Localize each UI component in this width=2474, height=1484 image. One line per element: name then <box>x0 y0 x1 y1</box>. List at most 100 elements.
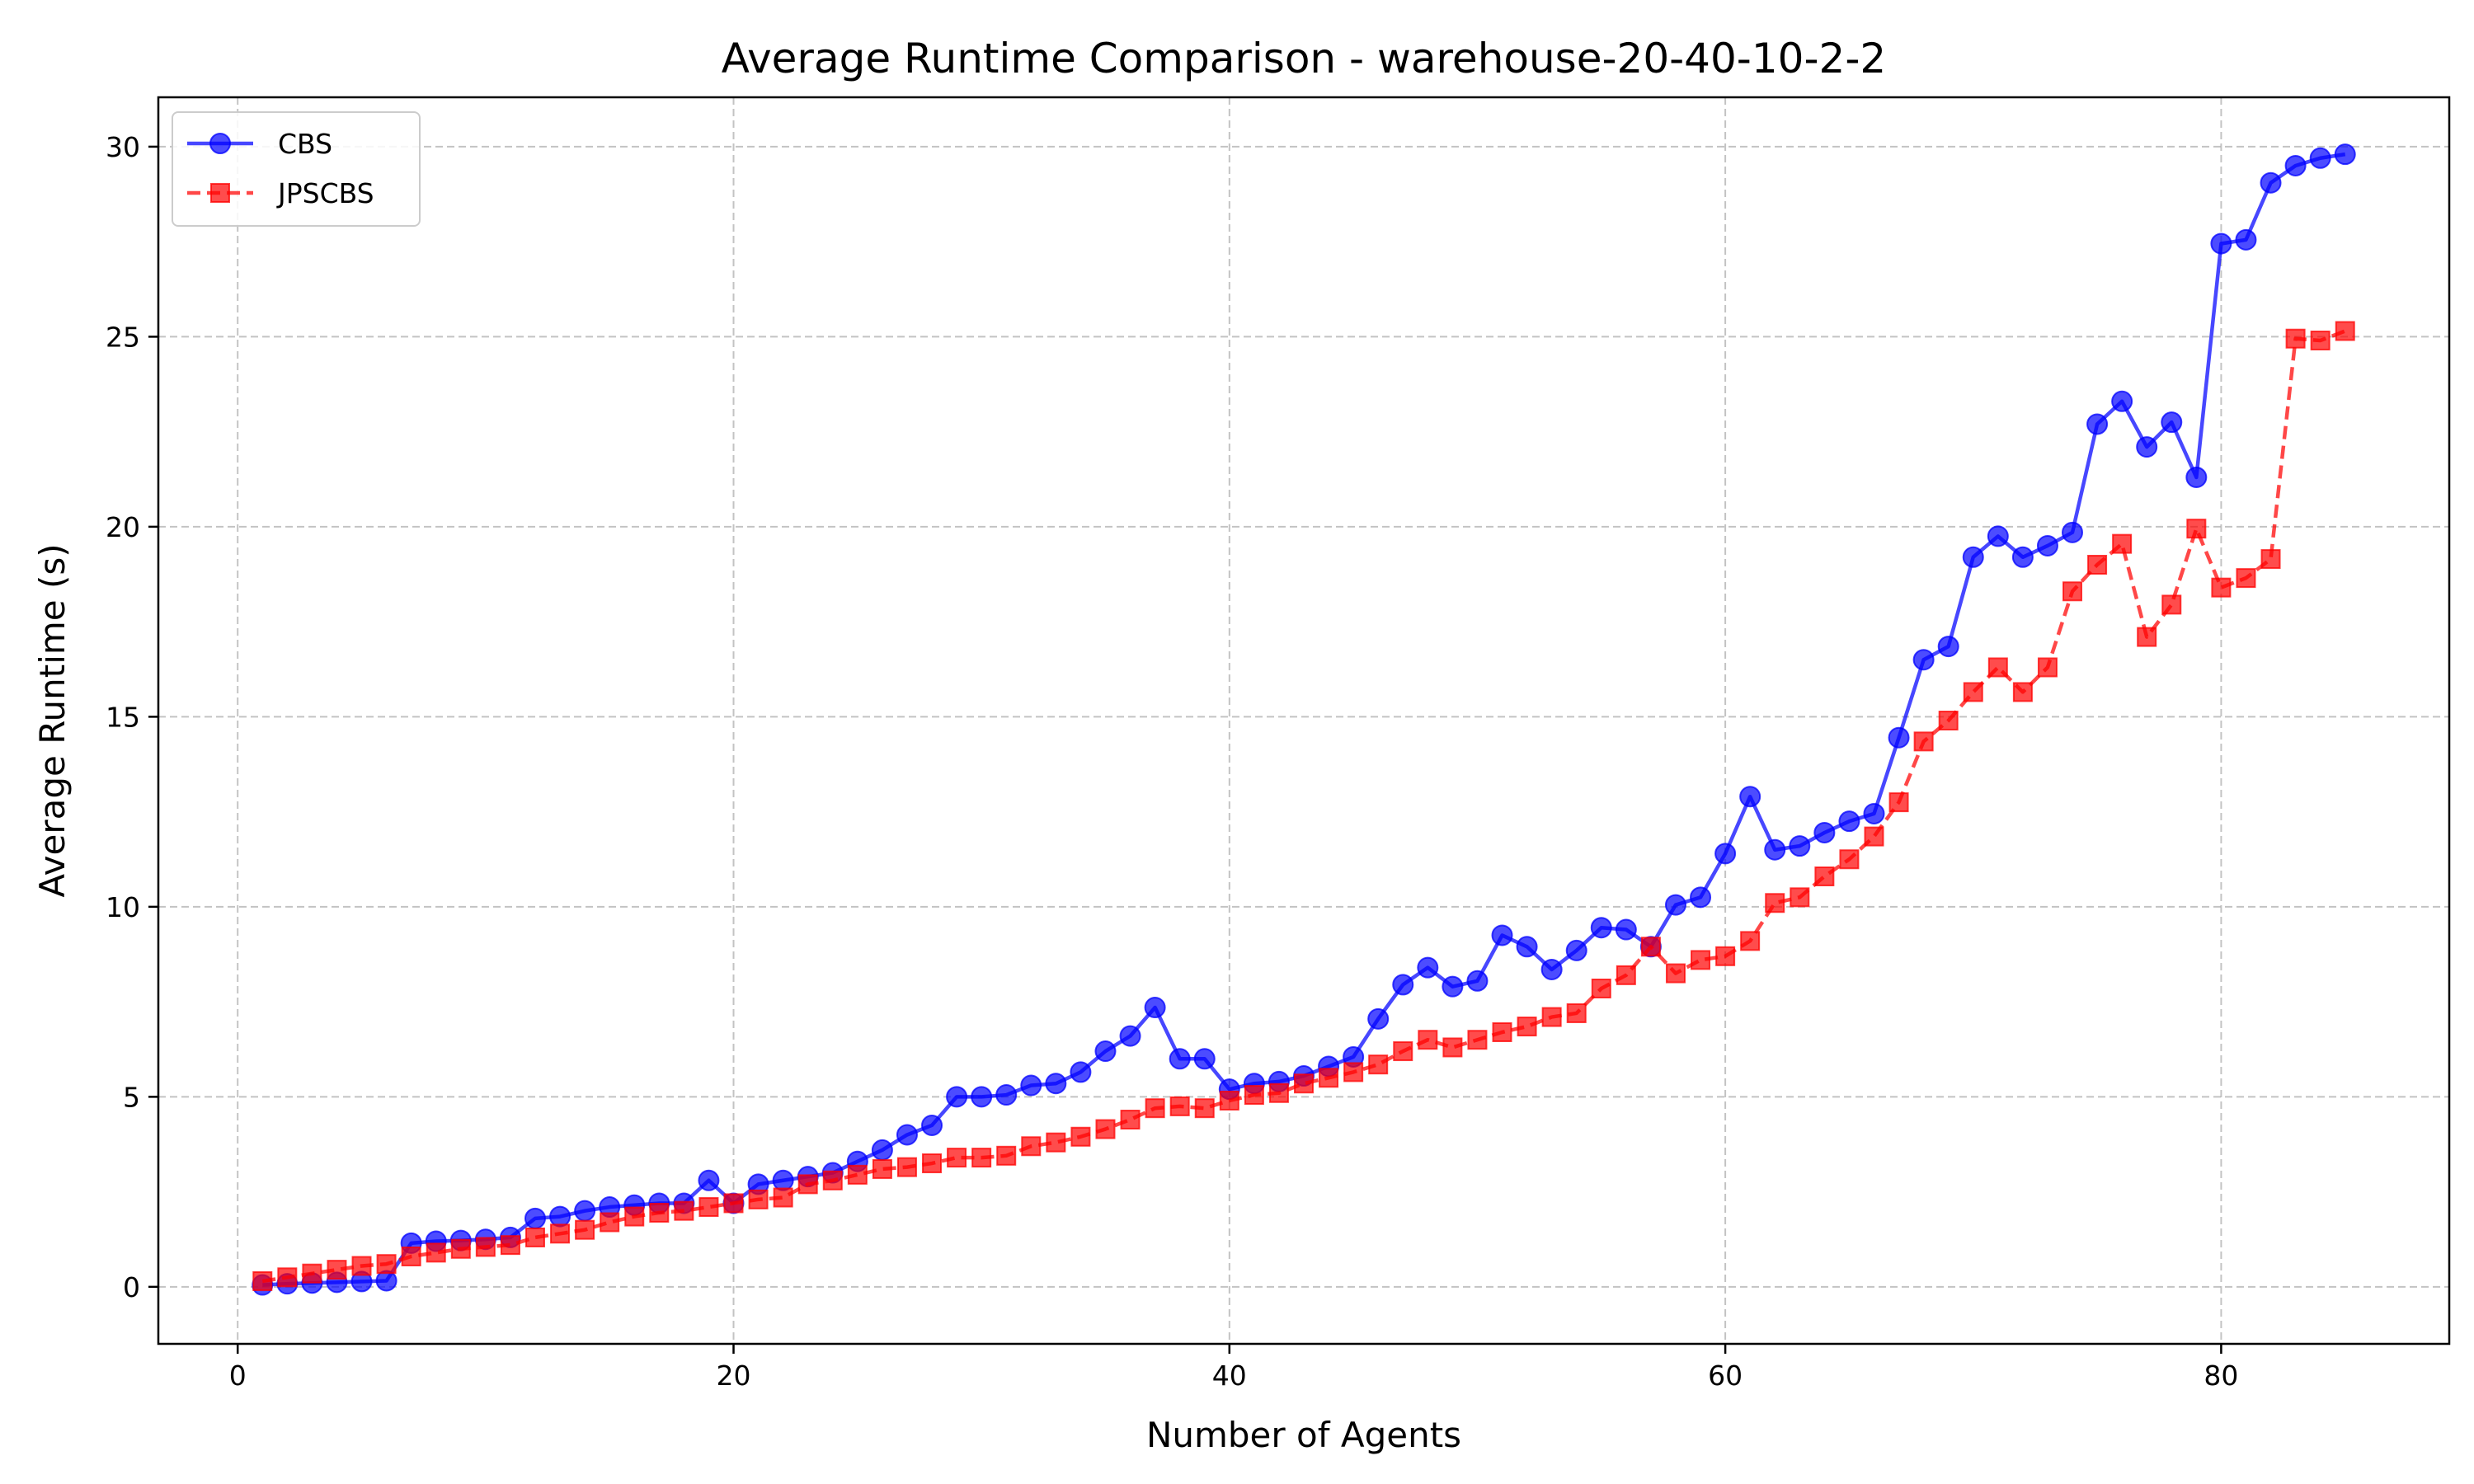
data-point-jpscbs <box>1343 1062 1364 1082</box>
data-point-jpscbs <box>2112 533 2133 554</box>
data-point-jpscbs <box>2137 627 2157 647</box>
x-tick-label: 60 <box>1708 1360 1743 1392</box>
data-point-jpscbs <box>2161 594 2182 615</box>
data-point-jpscbs <box>1294 1073 1314 1094</box>
data-point-cbs <box>1540 958 1563 980</box>
y-tick-label: 20 <box>106 511 140 543</box>
data-point-jpscbs <box>1913 731 1934 752</box>
data-point-jpscbs <box>2285 328 2306 349</box>
data-point-jpscbs <box>1268 1082 1289 1103</box>
data-point-cbs <box>1714 843 1737 865</box>
data-point-jpscbs <box>2012 682 2033 702</box>
data-point-jpscbs <box>2236 568 2256 589</box>
data-point-jpscbs <box>2260 549 2281 570</box>
data-point-cbs <box>1789 835 1811 857</box>
data-point-jpscbs <box>723 1193 744 1214</box>
series-jpscbs <box>252 321 2355 1291</box>
data-point-jpscbs <box>2087 555 2108 575</box>
data-point-cbs <box>1392 974 1414 996</box>
data-point-jpscbs <box>1046 1132 1066 1153</box>
data-point-jpscbs <box>1765 893 1785 913</box>
data-point-jpscbs <box>1219 1090 1239 1111</box>
legend-box <box>172 111 421 227</box>
data-point-jpscbs <box>996 1145 1017 1166</box>
data-point-cbs <box>921 1114 943 1136</box>
data-point-jpscbs <box>1070 1126 1091 1147</box>
data-point-cbs <box>1144 997 1166 1019</box>
data-point-jpscbs <box>1839 849 1860 870</box>
data-point-jpscbs <box>600 1212 620 1233</box>
data-point-jpscbs <box>1665 963 1686 984</box>
data-point-jpscbs <box>649 1202 670 1223</box>
data-point-jpscbs <box>252 1270 273 1291</box>
data-point-jpscbs <box>1790 887 1810 908</box>
data-point-cbs <box>1516 936 1538 958</box>
data-point-cbs <box>2062 521 2084 543</box>
data-point-jpscbs <box>748 1189 769 1209</box>
data-point-jpscbs <box>550 1223 571 1244</box>
data-point-jpscbs <box>773 1187 793 1208</box>
data-point-jpscbs <box>1541 1007 1562 1027</box>
data-point-jpscbs <box>1492 1022 1512 1042</box>
data-point-cbs <box>1070 1061 1092 1083</box>
y-tick-label: 0 <box>123 1271 140 1303</box>
data-point-cbs <box>1838 810 1860 833</box>
data-point-cbs <box>1962 546 1984 568</box>
legend-item-cbs: CBS <box>187 128 332 160</box>
data-point-jpscbs <box>1963 682 1983 702</box>
data-point-cbs <box>1442 975 1464 998</box>
data-point-cbs <box>2011 546 2034 568</box>
data-point-cbs <box>1690 886 1712 909</box>
x-tick-label: 20 <box>717 1360 751 1392</box>
data-point-cbs <box>1119 1025 1141 1047</box>
data-point-cbs <box>772 1169 794 1191</box>
data-point-jpscbs <box>1517 1017 1537 1037</box>
y-tick-label: 15 <box>106 701 140 733</box>
data-point-cbs <box>1888 726 1910 749</box>
data-point-cbs <box>2309 147 2331 169</box>
data-point-cbs <box>698 1169 720 1191</box>
data-point-cbs <box>524 1207 546 1229</box>
data-point-jpscbs <box>822 1170 843 1190</box>
data-point-jpscbs <box>376 1254 397 1275</box>
data-point-cbs <box>1987 525 2009 547</box>
y-tick-label: 10 <box>106 891 140 923</box>
data-point-cbs <box>971 1086 993 1108</box>
data-point-jpscbs <box>1095 1119 1116 1139</box>
data-point-cbs <box>1367 1007 1390 1030</box>
data-point-jpscbs <box>2037 657 2058 678</box>
data-point-jpscbs <box>1194 1098 1215 1119</box>
data-point-jpscbs <box>1418 1030 1438 1050</box>
y-tick-label: 30 <box>106 131 140 163</box>
legend: CBS JPSCBS <box>172 111 421 227</box>
data-point-jpscbs <box>1938 711 1959 730</box>
data-point-jpscbs <box>971 1148 992 1168</box>
data-point-cbs <box>1863 802 1885 824</box>
data-point-jpscbs <box>872 1158 892 1179</box>
data-point-cbs <box>1615 918 1637 941</box>
data-point-cbs <box>549 1205 571 1228</box>
data-point-jpscbs <box>401 1246 421 1266</box>
data-point-cbs <box>1764 838 1786 861</box>
data-point-cbs <box>1813 821 1836 843</box>
data-point-jpscbs <box>1715 946 1736 966</box>
data-point-jpscbs <box>947 1148 967 1168</box>
data-point-jpscbs <box>1393 1041 1413 1062</box>
data-point-jpscbs <box>1467 1030 1488 1050</box>
data-point-jpscbs <box>698 1197 719 1218</box>
data-point-cbs <box>2334 143 2356 166</box>
data-point-jpscbs <box>1740 931 1761 951</box>
data-point-cbs <box>2111 390 2133 412</box>
data-point-cbs <box>1466 970 1489 992</box>
data-point-jpscbs <box>2186 519 2207 539</box>
y-tick-label: 5 <box>123 1081 140 1113</box>
data-point-jpscbs <box>1814 866 1835 886</box>
data-point-jpscbs <box>624 1206 645 1227</box>
data-point-jpscbs <box>674 1200 694 1221</box>
data-point-jpscbs <box>302 1263 322 1284</box>
data-point-jpscbs <box>426 1242 446 1263</box>
data-point-jpscbs <box>524 1227 545 1247</box>
plot-frame <box>157 96 2451 1345</box>
data-point-jpscbs <box>2310 331 2331 351</box>
